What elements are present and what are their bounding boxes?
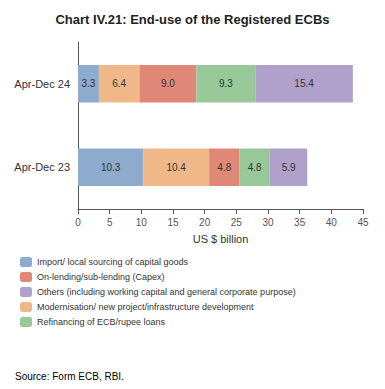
svg-text:0: 0 — [75, 217, 81, 228]
svg-text:4.8: 4.8 — [217, 162, 231, 173]
svg-text:9.0: 9.0 — [161, 78, 175, 89]
svg-text:Import/ local sourcing of capi: Import/ local sourcing of capital goods — [37, 257, 189, 267]
svg-text:5.9: 5.9 — [282, 162, 296, 173]
svg-text:10: 10 — [136, 217, 148, 228]
svg-text:9.3: 9.3 — [219, 78, 233, 89]
svg-text:5: 5 — [107, 217, 113, 228]
svg-text:4.8: 4.8 — [248, 162, 262, 173]
svg-text:20: 20 — [199, 217, 211, 228]
svg-text:Others (including working capi: Others (including working capital and ge… — [37, 287, 296, 297]
svg-text:Modernisation/ new project/inf: Modernisation/ new project/infrastructur… — [37, 302, 254, 312]
svg-text:35: 35 — [294, 217, 306, 228]
svg-text:Apr-Dec 23: Apr-Dec 23 — [14, 161, 70, 173]
svg-text:15.4: 15.4 — [294, 78, 314, 89]
svg-text:30: 30 — [262, 217, 274, 228]
svg-text:US $ billion: US $ billion — [193, 233, 249, 245]
svg-text:Refinancing of ECB/rupee loans: Refinancing of ECB/rupee loans — [37, 317, 166, 327]
svg-text:6.4: 6.4 — [112, 78, 126, 89]
svg-text:3.3: 3.3 — [81, 78, 95, 89]
svg-text:Chart IV.21: End-use of the Re: Chart IV.21: End-use of the Registered E… — [55, 12, 329, 27]
svg-text:10.3: 10.3 — [101, 162, 121, 173]
svg-text:Source: Form ECB, RBI.: Source: Form ECB, RBI. — [15, 371, 124, 382]
svg-text:On-lending/sub-lending (Capex): On-lending/sub-lending (Capex) — [37, 272, 165, 282]
svg-text:15: 15 — [167, 217, 179, 228]
svg-text:10.4: 10.4 — [166, 162, 186, 173]
svg-text:45: 45 — [357, 217, 369, 228]
svg-text:Apr-Dec 24: Apr-Dec 24 — [14, 78, 70, 90]
svg-text:25: 25 — [231, 217, 243, 228]
svg-text:40: 40 — [326, 217, 338, 228]
